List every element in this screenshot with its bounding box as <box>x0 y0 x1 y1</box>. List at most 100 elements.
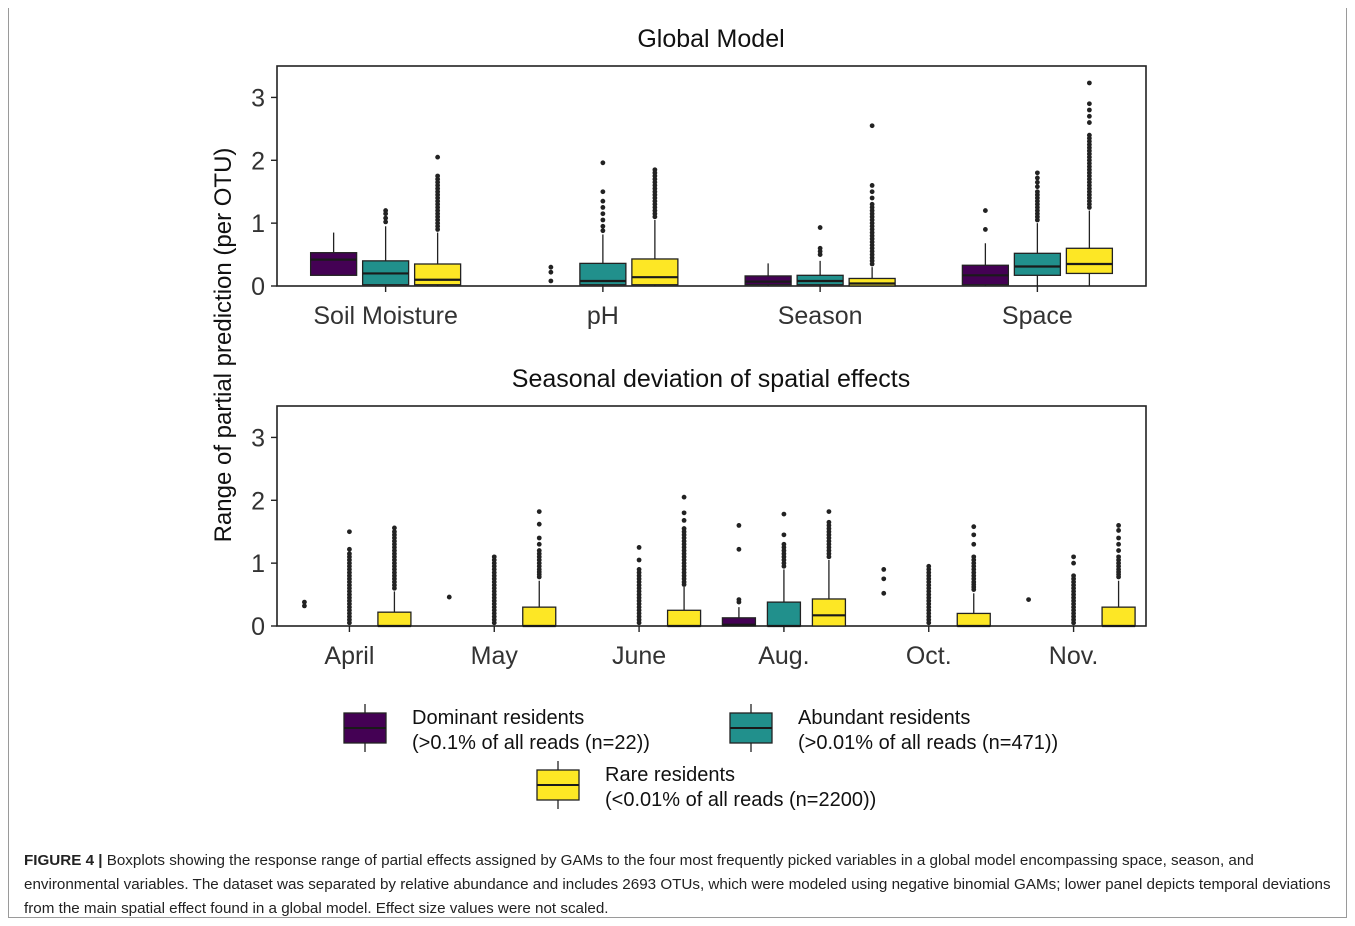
y-axis-label: Range of partial prediction (per OTU) <box>210 148 237 543</box>
box-abundant-residents-space <box>1013 170 1062 286</box>
box-abundant-residents-may <box>491 554 497 626</box>
series-rare-residents <box>413 80 1114 287</box>
caption-label: FIGURE 4 | <box>24 852 103 869</box>
x-tick-label-ph: pH <box>587 302 619 330</box>
outlier-point <box>869 189 875 195</box>
outlier-point <box>982 208 988 213</box>
outlier-point <box>636 557 642 563</box>
legend-item-abundant: Abundant residents (>0.01% of all reads (… <box>729 704 1058 754</box>
outlier-point <box>926 563 932 569</box>
box-rare-residents-june <box>666 494 702 628</box>
y-tick-label: 3 <box>251 84 265 112</box>
box-abundant-residents-oct <box>926 563 932 626</box>
outlier-point <box>881 590 887 596</box>
outlier-point <box>536 541 542 547</box>
outlier-point <box>636 567 642 572</box>
outlier-point <box>971 532 977 538</box>
x-tick-label-oct: Oct. <box>906 642 952 670</box>
outlier-point <box>302 603 307 609</box>
legend-label: Dominant residents <box>412 707 584 729</box>
box-body <box>1013 252 1062 276</box>
series-dominant-residents <box>302 523 1031 627</box>
box-dominant-residents-ph <box>548 264 554 284</box>
y-tick-label: 0 <box>251 273 265 301</box>
panel-title-seasonal-deviation: Seasonal deviation of spatial effects <box>512 365 910 393</box>
box-body <box>1065 247 1114 275</box>
outlier-point <box>347 529 352 535</box>
outlier-point <box>1086 107 1092 113</box>
y-tick-label: 3 <box>251 424 265 452</box>
box-body <box>956 612 991 627</box>
outlier-point <box>781 532 787 538</box>
box-body <box>848 277 896 287</box>
outlier-point <box>781 511 787 517</box>
legend-sublabel: (>0.1% of all reads (n=22)) <box>412 732 650 754</box>
global-model-panel: Global Model 0 1 2 3 Soil Moisture pH Season Sp… <box>251 25 1147 330</box>
box-body <box>309 252 358 276</box>
outlier-point <box>536 548 542 553</box>
outlier-point <box>435 154 441 160</box>
box-abundant-residents-season <box>796 225 844 286</box>
box-body <box>522 606 557 627</box>
box-dominant-residents-soil-moisture <box>309 232 358 276</box>
y-tick-label: 2 <box>251 487 265 515</box>
outlier-point <box>302 599 307 605</box>
outlier-point <box>652 167 658 173</box>
outlier-point <box>681 526 687 531</box>
box-dominant-residents-space <box>961 208 1010 286</box>
legend-label: Abundant residents <box>798 707 970 729</box>
outlier-point <box>548 278 554 284</box>
box-abundant-residents-nov <box>1071 554 1076 626</box>
outlier-point <box>536 535 542 541</box>
outlier-point <box>435 173 441 179</box>
outlier-point <box>1034 179 1040 185</box>
y-tick-label: 2 <box>251 147 265 175</box>
outlier-point <box>1086 101 1092 107</box>
x-tick-label-soil-moisture: Soil Moisture <box>313 302 458 330</box>
panel-title-global-model: Global Model <box>637 25 784 53</box>
outlier-point <box>1116 548 1121 553</box>
outlier-point <box>1086 80 1092 86</box>
outlier-point <box>600 217 606 223</box>
outlier-point <box>1034 184 1040 190</box>
outlier-point <box>600 223 606 229</box>
plot-area-border <box>276 405 1147 627</box>
outlier-point <box>736 546 742 552</box>
outlier-point <box>600 228 606 234</box>
box-body <box>377 611 412 627</box>
outlier-point <box>681 494 687 500</box>
outlier-point <box>383 208 389 213</box>
outlier-point <box>781 541 787 547</box>
box-rare-residents-nov <box>1101 523 1136 628</box>
outlier-point <box>736 523 742 528</box>
outlier-point <box>383 215 389 221</box>
outlier-point <box>347 546 352 552</box>
box-dominant-residents-oct <box>881 567 887 596</box>
outlier-point <box>1116 535 1121 541</box>
box-dominant-residents-season <box>744 263 792 286</box>
legend-label: Rare residents <box>605 764 735 786</box>
outlier-point <box>392 529 397 535</box>
outlier-point <box>817 225 823 230</box>
outlier-point <box>548 269 554 275</box>
box-dominant-residents-may <box>446 594 452 600</box>
outlier-point <box>826 519 832 525</box>
y-tick-label: 1 <box>251 210 265 238</box>
legend-sublabel: (<0.01% of all reads (n=2200)) <box>605 789 876 811</box>
outlier-point <box>881 576 887 582</box>
outlier-point <box>536 521 542 527</box>
outlier-point <box>1086 120 1092 125</box>
y-tick-label: 1 <box>251 550 265 578</box>
outlier-point <box>446 594 452 600</box>
series-dominant-residents <box>309 208 1010 286</box>
x-tick-label-aug: Aug. <box>758 642 809 670</box>
outlier-point <box>1116 554 1121 560</box>
box-rare-residents-oct <box>956 524 991 628</box>
box-dominant-residents-aug <box>721 523 757 627</box>
figure-frame <box>8 8 1347 918</box>
box-dominant-residents-nov <box>1026 597 1031 602</box>
figure-chart: Range of partial prediction (per OTU) Gl… <box>210 25 1147 811</box>
plot-area-border <box>276 65 1147 287</box>
box-body <box>631 258 679 286</box>
box-rare-residents-season <box>848 123 896 287</box>
